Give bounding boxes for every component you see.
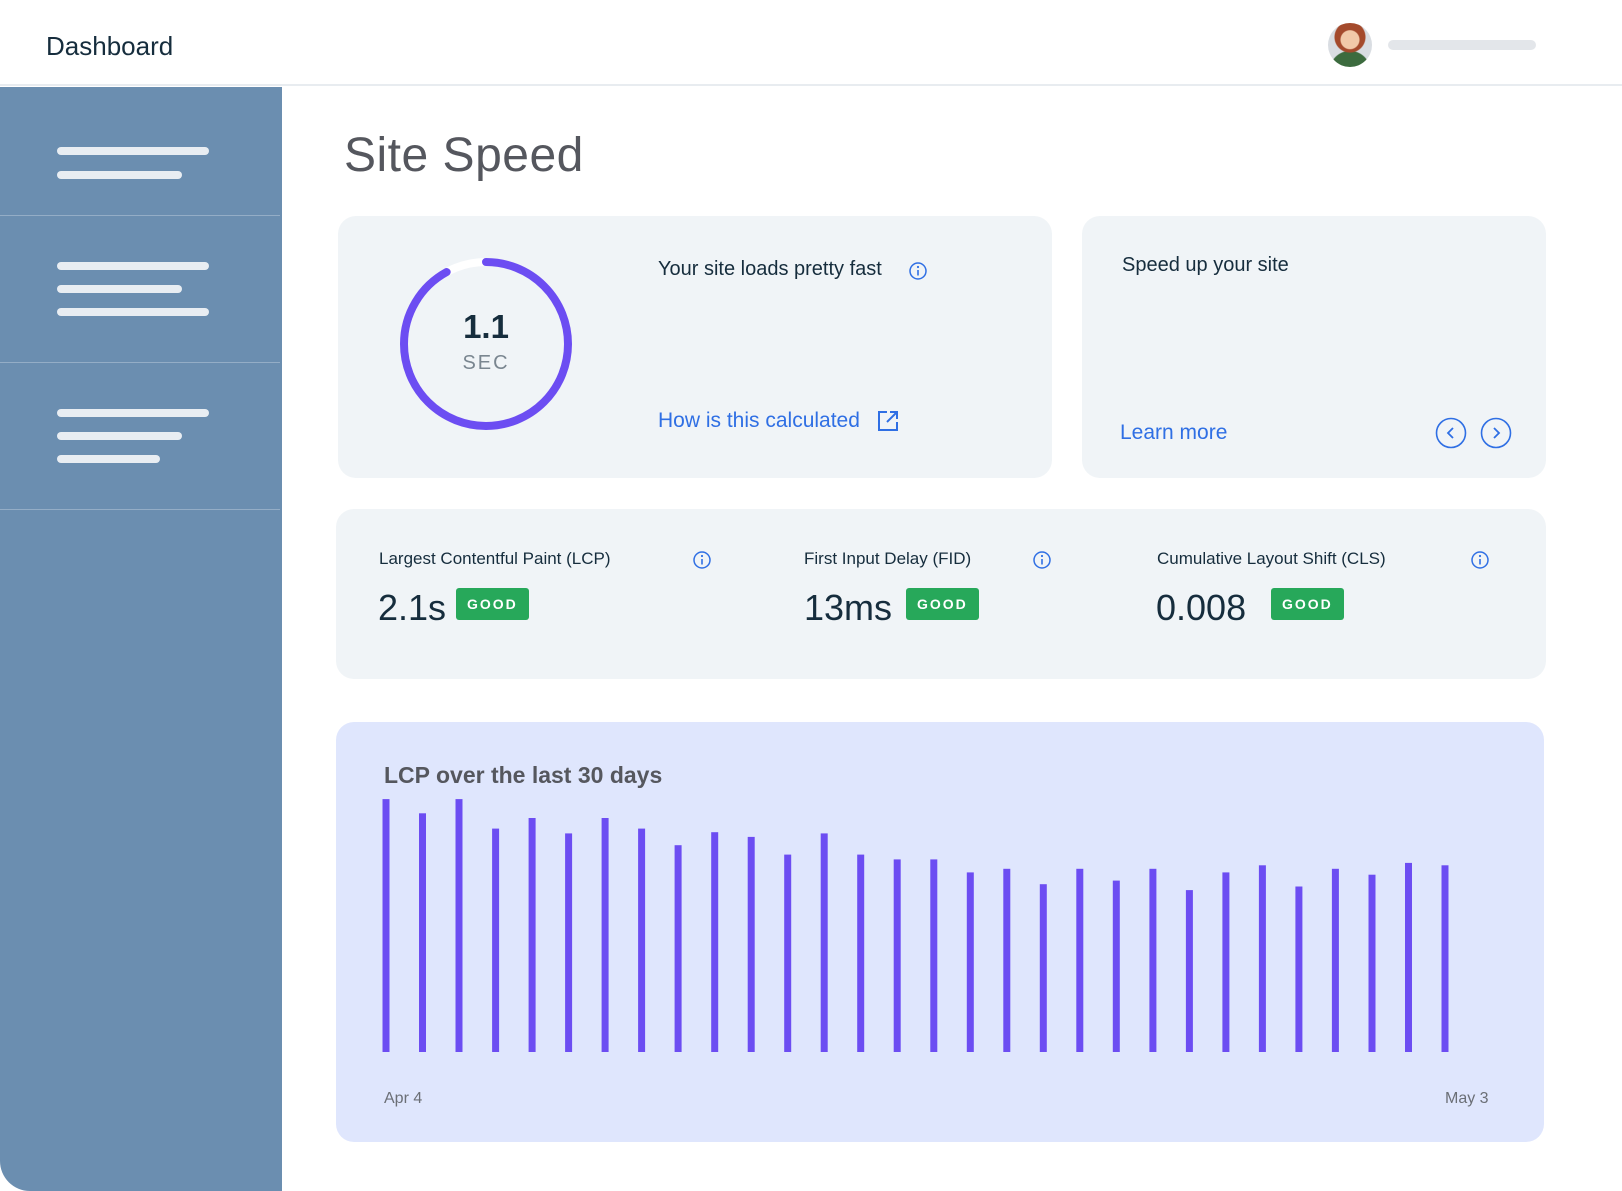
cls-metric-name: Cumulative Layout Shift (CLS)	[1157, 549, 1386, 568]
tips-headline: Speed up your site	[1122, 254, 1289, 276]
chart-bar	[638, 828, 646, 1052]
lcp-chart-card: LCP over the last 30 days Apr 4 May 3	[336, 722, 1544, 1142]
sidebar-item-line	[57, 409, 209, 417]
chart-bar	[966, 872, 974, 1052]
chart-bar	[1405, 862, 1412, 1052]
chart-bar	[711, 832, 719, 1052]
how-calculated-link[interactable]: How is this calculated	[658, 409, 860, 432]
info-icon[interactable]	[908, 261, 928, 281]
chart-bar	[893, 859, 901, 1052]
chart-bar	[1112, 880, 1120, 1052]
chart-bar	[565, 833, 573, 1052]
chevron-left-icon[interactable]	[1435, 417, 1467, 449]
lcp-metric-name: Largest Contentful Paint (LCP)	[379, 549, 611, 568]
chart-bar	[528, 818, 536, 1052]
chart-bar	[1331, 868, 1339, 1052]
user-name-placeholder	[1388, 40, 1536, 50]
chart-bar	[820, 833, 828, 1052]
chart-bar	[1258, 865, 1266, 1052]
chart-bar	[1295, 886, 1303, 1052]
sidebar-item-line	[57, 455, 160, 463]
sidebar-item-line	[57, 432, 182, 440]
chart-bar	[1185, 890, 1193, 1052]
chart-bar	[1368, 874, 1376, 1052]
cls-metric-value: 0.008	[1156, 587, 1247, 628]
chart-bar	[419, 813, 426, 1052]
learn-more-link[interactable]: Learn more	[1120, 421, 1228, 444]
chart-bar	[1003, 868, 1011, 1052]
sidebar-item-line	[57, 308, 209, 316]
core-web-vitals-card: Largest Contentful Paint (LCP) 2.1s GOOD…	[336, 509, 1546, 679]
lcp-metric-value: 2.1s	[378, 587, 447, 628]
chart-title: LCP over the last 30 days	[384, 762, 663, 788]
chart-bar	[1222, 872, 1230, 1052]
info-icon[interactable]	[692, 550, 712, 570]
sidebar-item-line	[57, 262, 209, 270]
chart-bar	[601, 818, 609, 1052]
speed-summary: Your site loads pretty fast	[658, 258, 882, 280]
chart-bar	[857, 854, 865, 1052]
page-title: Site Speed	[344, 129, 584, 182]
external-link-icon[interactable]	[876, 409, 900, 433]
chart-bar	[1039, 884, 1047, 1052]
site-speed-score-card: 1.1 SEC Your site loads pretty fast How …	[338, 216, 1052, 478]
chevron-right-icon[interactable]	[1480, 417, 1512, 449]
chart-bar	[1149, 868, 1157, 1052]
app-title: Dashboard	[46, 31, 174, 61]
gauge-arc	[400, 258, 572, 430]
sidebar-item-line	[57, 147, 209, 155]
chart-bar	[930, 859, 938, 1052]
sidebar-item-3[interactable]	[0, 363, 280, 510]
chart-bar	[492, 828, 500, 1052]
fid-status-badge: GOOD	[906, 588, 979, 620]
info-icon[interactable]	[1032, 550, 1052, 570]
load-time-value: 1.1	[463, 308, 509, 345]
chart-bar	[747, 836, 755, 1052]
chart-bar	[1076, 868, 1084, 1052]
load-time-unit: SEC	[462, 352, 510, 374]
info-icon[interactable]	[1470, 550, 1490, 570]
chart-bar	[674, 845, 682, 1052]
fid-metric-value: 13ms	[804, 587, 893, 628]
chart-bar	[784, 854, 792, 1052]
sidebar-item-1[interactable]	[0, 87, 280, 216]
lcp-bar-chart	[382, 799, 1449, 1052]
speed-tips-card: Speed up your site Learn more	[1082, 216, 1546, 478]
user-avatar[interactable]	[1328, 23, 1372, 67]
sidebar-item-2[interactable]	[0, 216, 280, 363]
chart-bar	[382, 799, 390, 1052]
sidebar	[0, 87, 282, 1191]
chart-bar	[455, 799, 463, 1052]
x-axis-end-label: May 3	[1445, 1090, 1489, 1107]
chart-bar	[1441, 865, 1449, 1052]
sidebar-item-line	[57, 285, 182, 293]
top-bar: Dashboard	[0, 0, 1622, 86]
sidebar-item-line	[57, 171, 182, 179]
lcp-status-badge: GOOD	[456, 588, 529, 620]
cls-status-badge: GOOD	[1271, 588, 1344, 620]
speed-gauge	[400, 258, 572, 430]
x-axis-start-label: Apr 4	[384, 1090, 423, 1107]
fid-metric-name: First Input Delay (FID)	[804, 549, 972, 568]
